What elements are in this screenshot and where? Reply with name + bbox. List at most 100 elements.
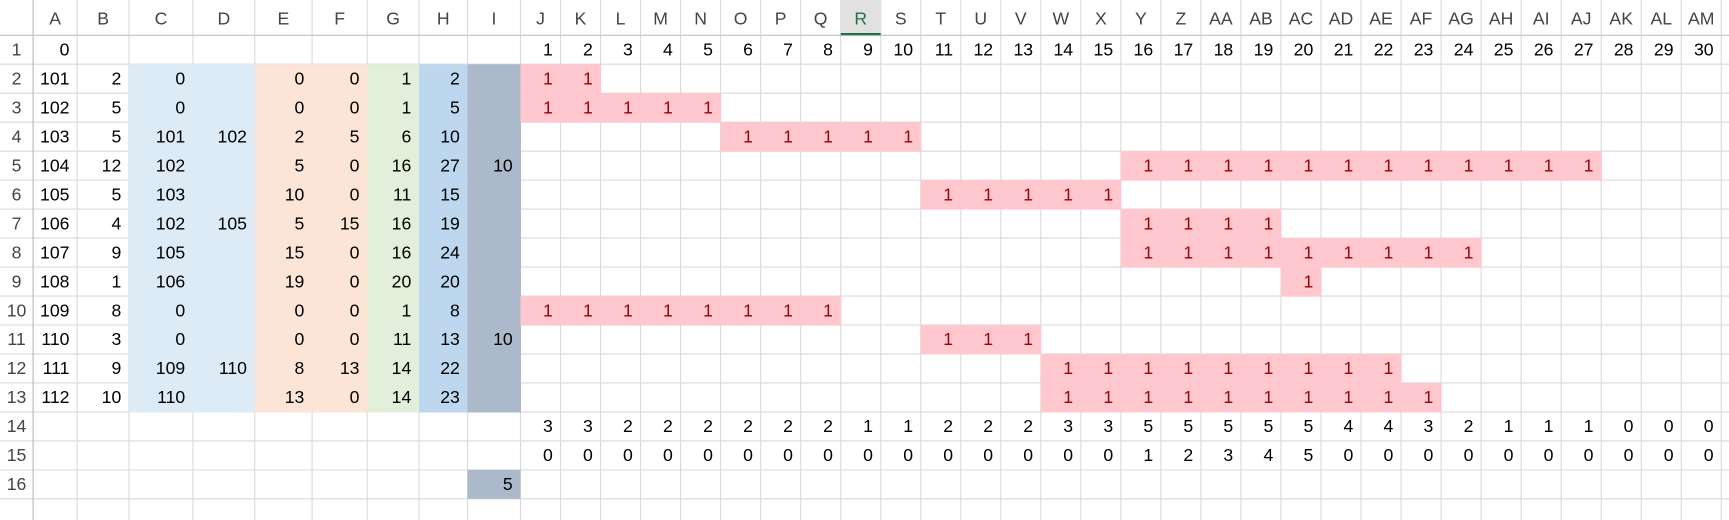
cell-value[interactable]: 0 [295, 68, 305, 88]
cell-value[interactable]: 0 [350, 271, 360, 291]
cell-value[interactable]: 1 [1263, 155, 1273, 175]
cell-value[interactable]: 1 [401, 300, 411, 320]
cell-value[interactable]: 1 [1143, 242, 1153, 262]
cell-value[interactable]: 20 [392, 271, 412, 291]
cell-value[interactable]: 1 [1424, 242, 1434, 262]
cell-value[interactable]: 11 [393, 329, 411, 349]
cell-value[interactable]: 109 [40, 300, 69, 320]
cell-value[interactable]: 20 [440, 271, 460, 291]
cell-value[interactable]: 0 [350, 97, 360, 117]
row-header[interactable]: 1 [12, 40, 22, 60]
cell-value[interactable]: 1 [1384, 387, 1394, 407]
cell-value[interactable]: 5 [1143, 416, 1153, 436]
cell-value[interactable]: 102 [156, 213, 185, 233]
cell-value[interactable]: 1 [1063, 387, 1073, 407]
column-header[interactable]: X [1095, 8, 1107, 28]
cell-value[interactable]: 0 [350, 68, 360, 88]
cell-value[interactable]: 110 [219, 358, 247, 378]
cell-value[interactable]: 0 [1103, 445, 1113, 465]
cell-value[interactable]: 0 [543, 445, 553, 465]
cell-value[interactable]: 1 [1464, 155, 1474, 175]
cell-value[interactable]: 0 [1584, 445, 1594, 465]
column-header[interactable]: I [492, 8, 497, 28]
cell-value[interactable]: 3 [583, 416, 593, 436]
cell-value[interactable]: 14 [392, 387, 412, 407]
cell-value[interactable]: 106 [40, 213, 70, 233]
cell-value[interactable]: 19 [440, 213, 460, 233]
cell-value[interactable]: 1 [1544, 155, 1554, 175]
cell-value[interactable]: 8 [111, 300, 121, 320]
cell-value[interactable]: 15 [440, 184, 460, 204]
cell-value[interactable]: 1 [1103, 387, 1113, 407]
cell-value[interactable]: 105 [156, 242, 186, 262]
cell-value[interactable]: 29 [1654, 40, 1674, 60]
cell-value[interactable]: 30 [1694, 40, 1714, 60]
cell-value[interactable]: 6 [743, 40, 753, 60]
cell-value[interactable]: 10 [493, 329, 513, 349]
cell-value[interactable]: 3 [111, 329, 121, 349]
cell-value[interactable]: 1 [1303, 387, 1313, 407]
cell-value[interactable]: 1 [1303, 358, 1313, 378]
cell-value[interactable]: 1 [1584, 416, 1594, 436]
row-header[interactable]: 6 [12, 184, 22, 204]
cell-value[interactable]: 1 [623, 97, 633, 117]
cell-value[interactable]: 9 [863, 40, 873, 60]
cell-value[interactable]: 1 [1063, 358, 1073, 378]
column-header[interactable]: J [536, 8, 545, 28]
column-header[interactable]: AF [1410, 8, 1433, 28]
cell-value[interactable]: 2 [983, 416, 993, 436]
cell-value[interactable]: 27 [440, 155, 460, 175]
cell-value[interactable]: 1 [583, 97, 593, 117]
cell-value[interactable]: 0 [903, 445, 913, 465]
cell-value[interactable]: 1 [1183, 358, 1193, 378]
column-header[interactable]: T [935, 8, 946, 28]
cell-value[interactable]: 5 [295, 155, 305, 175]
cell-value[interactable]: 5 [1183, 416, 1193, 436]
cell-value[interactable]: 2 [450, 68, 460, 88]
cell-value[interactable]: 0 [583, 445, 593, 465]
cell-value[interactable]: 11 [393, 184, 411, 204]
row-header[interactable]: 16 [7, 474, 27, 494]
cell-value[interactable]: 24 [1454, 40, 1474, 60]
cell-value[interactable]: 1 [903, 416, 913, 436]
cell-value[interactable]: 102 [218, 126, 247, 146]
cell-value[interactable]: 101 [40, 68, 69, 88]
cell-value[interactable]: 3 [1103, 416, 1113, 436]
cell-value[interactable]: 4 [111, 213, 121, 233]
cell-value[interactable]: 1 [1504, 416, 1514, 436]
cell-value[interactable]: 1 [543, 40, 553, 60]
cell-value[interactable]: 14 [1054, 40, 1074, 60]
cell-value[interactable]: 9 [111, 358, 121, 378]
cell-value[interactable]: 0 [295, 97, 305, 117]
cell-value[interactable]: 16 [392, 155, 412, 175]
cell-value[interactable]: 1 [1143, 445, 1153, 465]
cell-value[interactable]: 10 [493, 155, 513, 175]
cell-value[interactable]: 0 [1664, 445, 1674, 465]
cell-value[interactable]: 5 [503, 474, 513, 494]
cell-value[interactable]: 25 [1494, 40, 1514, 60]
cell-value[interactable]: 1 [1344, 387, 1354, 407]
column-header[interactable]: K [575, 8, 587, 28]
cell-value[interactable]: 1 [1143, 155, 1153, 175]
cell-value[interactable]: 22 [440, 358, 460, 378]
cell-value[interactable]: 0 [983, 445, 993, 465]
cell-value[interactable]: 4 [1384, 416, 1394, 436]
cell-value[interactable]: 0 [1624, 445, 1634, 465]
cell-value[interactable]: 1 [943, 184, 953, 204]
cell-value[interactable]: 2 [583, 40, 593, 60]
cell-value[interactable]: 0 [1504, 445, 1514, 465]
cell-value[interactable]: 13 [285, 387, 305, 407]
cell-value[interactable]: 106 [156, 271, 186, 291]
cell-value[interactable]: 24 [440, 242, 460, 262]
cell-value[interactable]: 2 [1183, 445, 1193, 465]
cell-value[interactable]: 23 [440, 387, 460, 407]
cell-value[interactable]: 0 [175, 300, 185, 320]
cell-value[interactable]: 10 [893, 40, 913, 60]
cell-value[interactable]: 0 [1704, 445, 1714, 465]
row-header[interactable]: 12 [7, 358, 27, 378]
cell-value[interactable]: 1 [1023, 329, 1033, 349]
row-header[interactable]: 13 [7, 387, 27, 407]
cell-value[interactable]: 2 [703, 416, 713, 436]
cell-value[interactable]: 105 [218, 213, 248, 233]
row-header[interactable]: 4 [12, 126, 22, 146]
